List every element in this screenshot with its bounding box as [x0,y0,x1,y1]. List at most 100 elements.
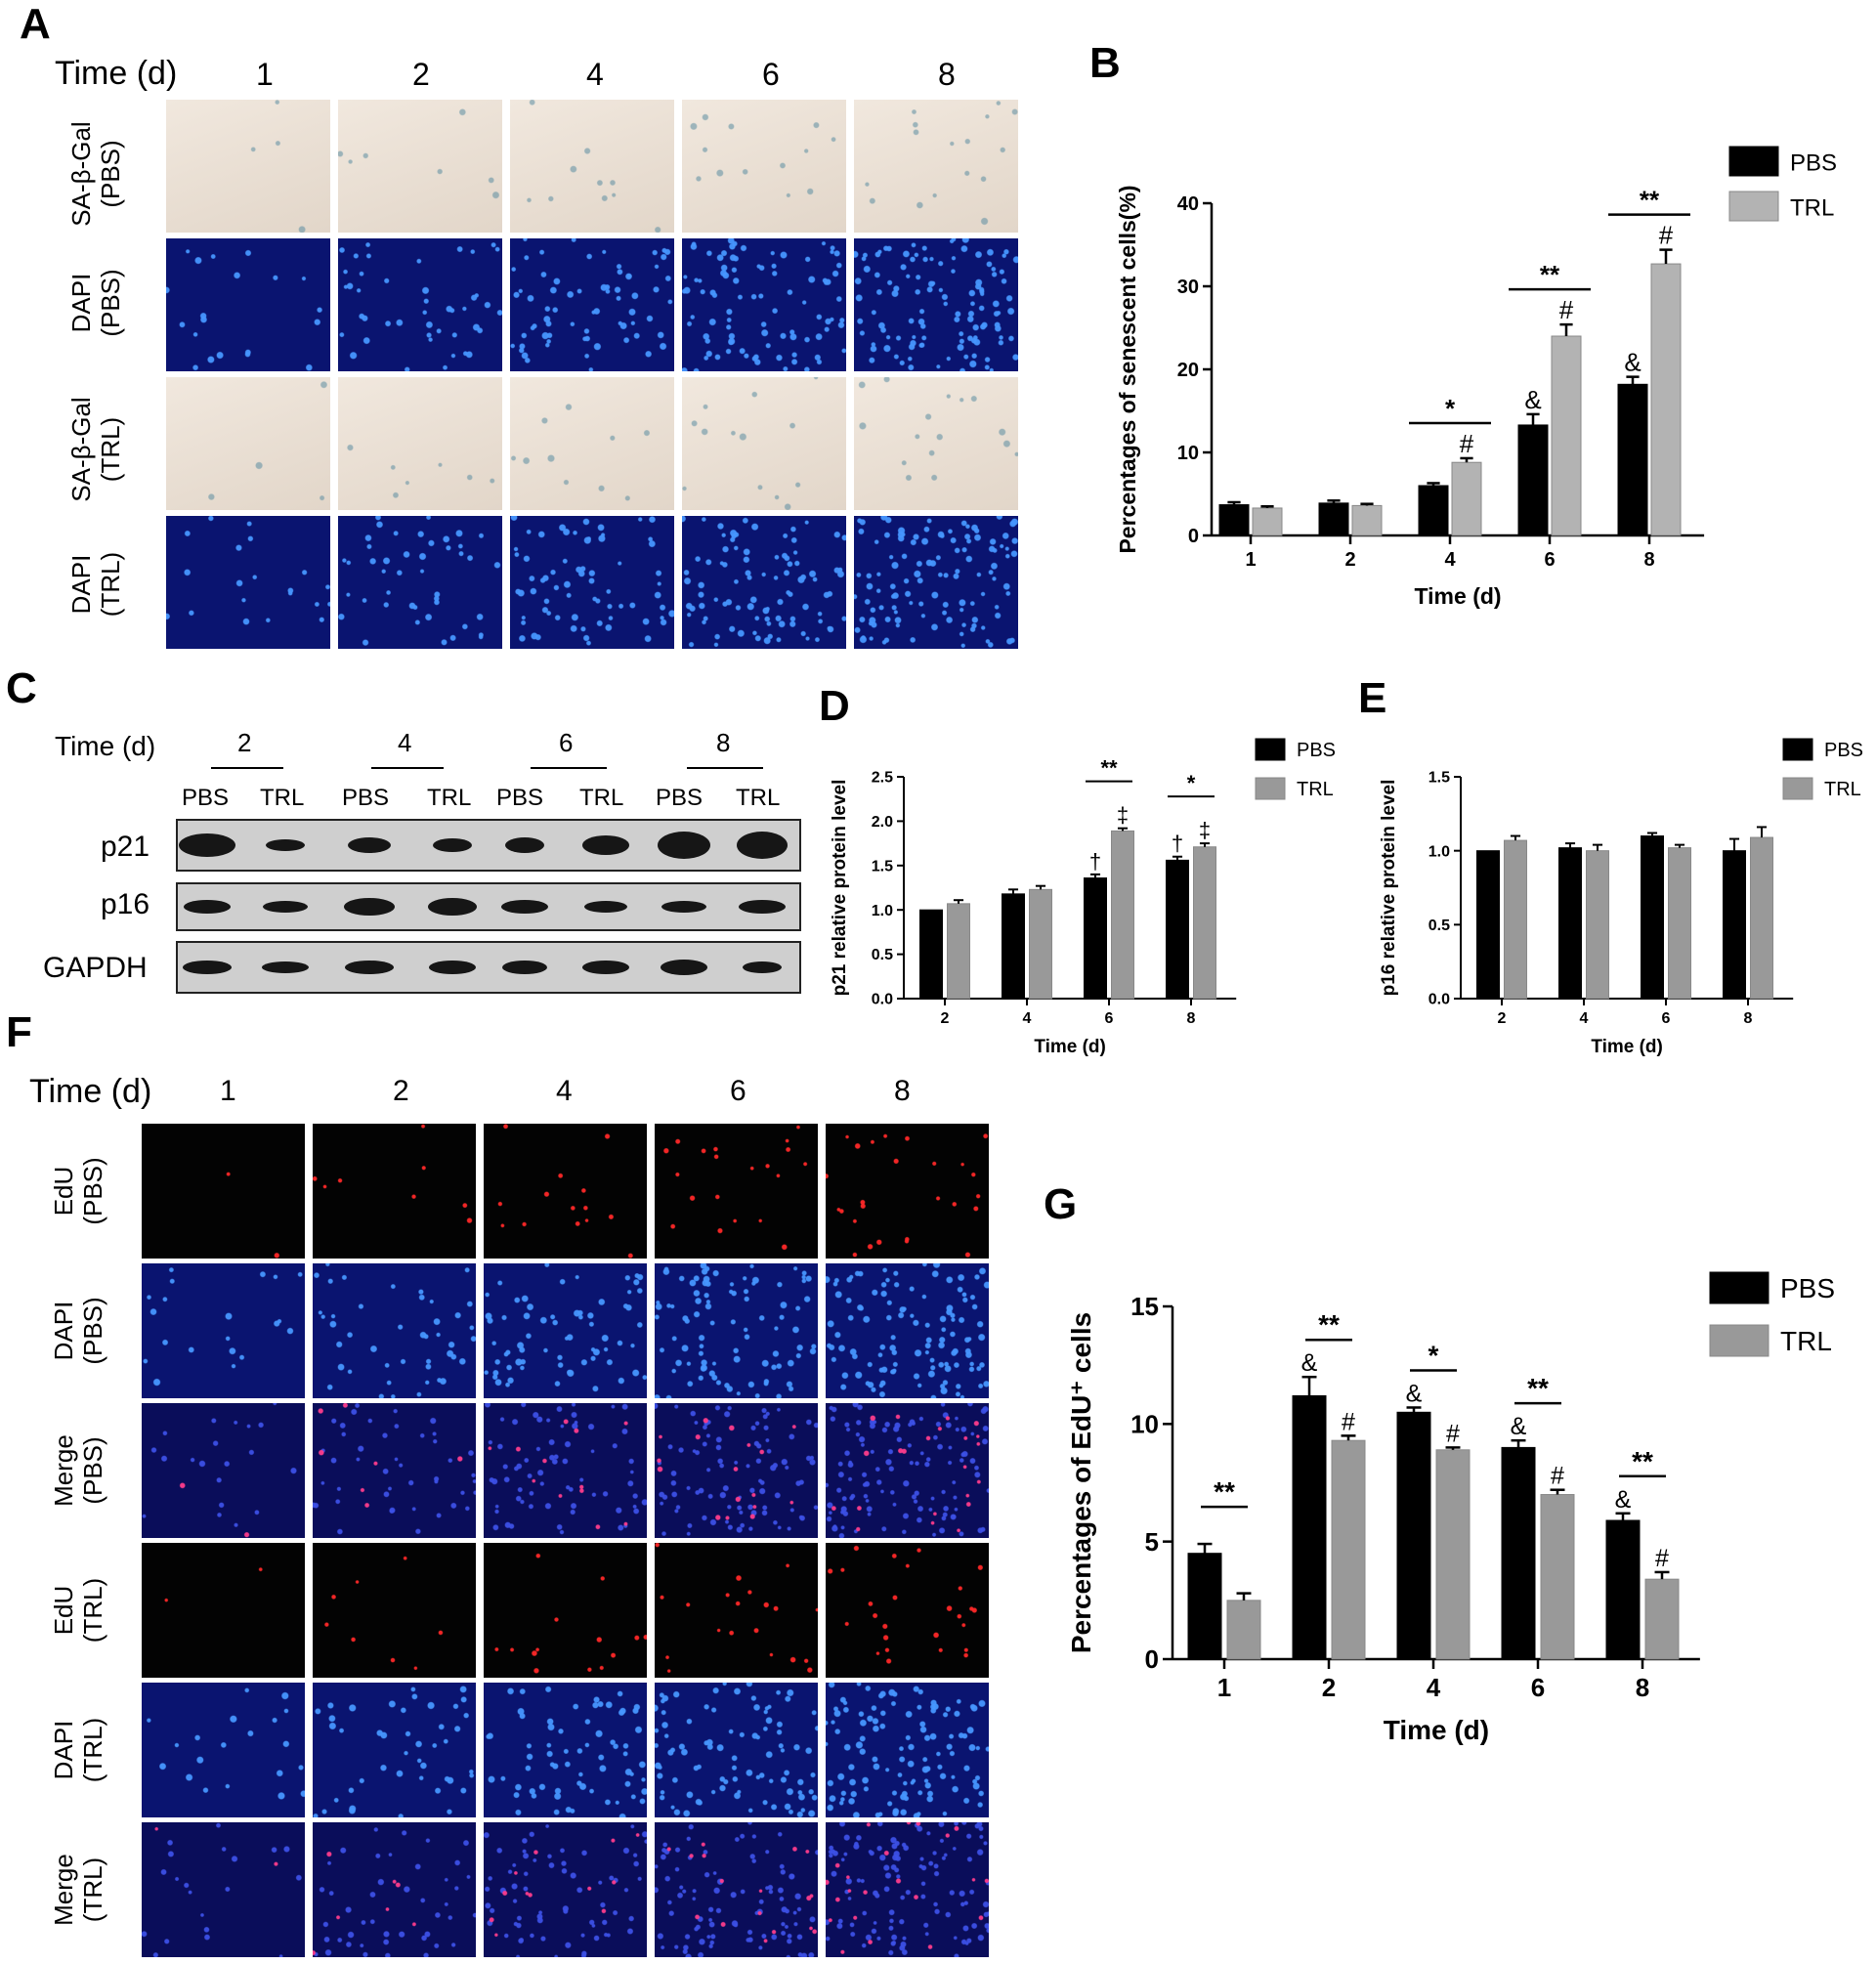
significance-label: ** [1100,756,1118,781]
row-label-line1: DAPI [49,1301,78,1361]
panel-c-time-label: Time (d) [55,731,156,761]
blot-band [184,900,231,914]
x-tick-label: 6 [1544,549,1555,571]
bar-trl [1111,830,1134,1000]
row-label-line2: (PBS) [96,140,125,208]
panel-f-micrograph [655,1543,818,1678]
panel-a-time-label: Time (d) [55,55,178,92]
bar-pbs [1723,850,1746,1000]
bar-mark: # [1342,1408,1355,1435]
y-tick-label: 10 [1177,443,1199,464]
panel-f-micrograph [313,1403,476,1538]
x-tick-label: 4 [1023,1010,1032,1027]
bar-trl [1252,507,1283,536]
panel-f-micrograph [484,1543,647,1678]
lane-label: PBS [496,785,544,811]
y-tick-label: 5 [1145,1527,1159,1557]
x-tick-label: 2 [1344,549,1355,571]
row-label-line1: SA-β-Gal [66,121,96,227]
panel-d-letter: D [819,682,850,730]
row-label-line2: (TRL) [96,551,125,618]
panel-a-day-label: 1 [256,57,274,92]
row-label-line1: Merge [49,1854,78,1926]
blot-band [582,835,629,855]
blot-band [263,901,308,913]
bar-pbs [1501,1446,1536,1660]
significance-label: ** [1318,1309,1340,1340]
panel-a-micrograph [166,377,330,510]
protein-label-p16: p16 [101,888,150,920]
bar-pbs [1605,1519,1641,1660]
significance-label: * [1187,771,1196,795]
panel-f-micrograph [313,1543,476,1678]
panel-a-day-label: 8 [938,57,956,92]
blot-band [433,838,472,852]
panel-b-letter: B [1089,39,1121,87]
x-axis-label: Time (d) [1034,1037,1106,1057]
x-tick-label: 2 [1498,1010,1507,1027]
panel-f-micrograph [142,1822,305,1957]
legend-swatch-trl [1782,777,1813,800]
significance-label: ** [1214,1476,1235,1507]
bar-pbs [1084,877,1107,1000]
day-underline [211,767,283,769]
x-tick-label: 8 [1187,1010,1196,1027]
day-underline [531,767,607,769]
panel-f-micrograph [826,1263,989,1398]
bar-pbs [1002,893,1025,1000]
panel-a-day-label: 6 [762,57,780,92]
bar-trl [1551,335,1582,536]
x-tick-label: 6 [1662,1010,1671,1027]
y-axis-label: Percentages of senescent cells(%) [1115,185,1140,553]
panel-f-row-label: DAPI (TRL) [20,1683,137,1817]
blot-band [183,961,232,974]
bar-trl [1644,1578,1680,1660]
bar-pbs [1641,835,1664,1000]
bar-mark: & [1511,1413,1527,1440]
bar-trl [1193,846,1216,1000]
y-tick-label: 1.5 [872,858,893,875]
chart-d-p21-level: 0.0 0.5 1.0 1.5 2.0 2.5 2 4 6 ** 8 * † ‡ † ‡ Time (d) p21… [830,738,1336,1057]
y-axis-label: p21 relative protein level [830,780,850,997]
lane-label: TRL [736,785,781,811]
blot-band [262,961,309,973]
blot-band [266,839,305,851]
panel-f-micrograph [484,1124,647,1259]
panel-f-letter: F [6,1008,32,1056]
day-underline [687,767,763,769]
panel-f-micrograph [313,1263,476,1398]
panel-a-micrograph [682,100,846,233]
row-label-line1: Merge [49,1434,78,1507]
legend-label-pbs: PBS [1297,740,1336,761]
bar-mark: & [1406,1380,1423,1407]
panel-c-letter: C [6,664,37,712]
bar-pbs [1617,383,1648,536]
panel-a-micrograph [166,238,330,371]
panel-f-micrograph [655,1822,818,1957]
panel-a-micrograph [854,100,1018,233]
y-axis-label: Percentages of EdU⁺ cells [1066,1312,1096,1653]
panel-a-micrograph [510,238,674,371]
panel-f-micrograph [484,1403,647,1538]
panel-a-micrograph [854,516,1018,649]
blot-band [428,898,477,916]
panel-a-micrograph [338,516,502,649]
x-tick-label: 8 [1643,549,1654,571]
row-label-line2: (PBS) [78,1297,107,1365]
bar-trl [1029,888,1052,1000]
legend-swatch-trl [1709,1324,1769,1357]
bar-trl [1586,850,1609,1000]
panel-f-micrograph [142,1683,305,1817]
legend-label-pbs: PBS [1780,1273,1835,1303]
panel-a-micrograph [166,516,330,649]
bar-trl [1504,839,1527,1000]
row-label-line2: (TRL) [78,1717,107,1783]
bar-pbs [1187,1553,1222,1660]
significance-label: ** [1540,260,1560,289]
panel-f-day-label: 2 [393,1075,409,1107]
row-label-line1: EdU [49,1166,78,1217]
panel-f-day-label: 4 [556,1075,573,1107]
row-label-line1: DAPI [66,554,96,615]
x-axis-label: Time (d) [1591,1037,1663,1057]
panel-f-micrograph [484,1263,647,1398]
